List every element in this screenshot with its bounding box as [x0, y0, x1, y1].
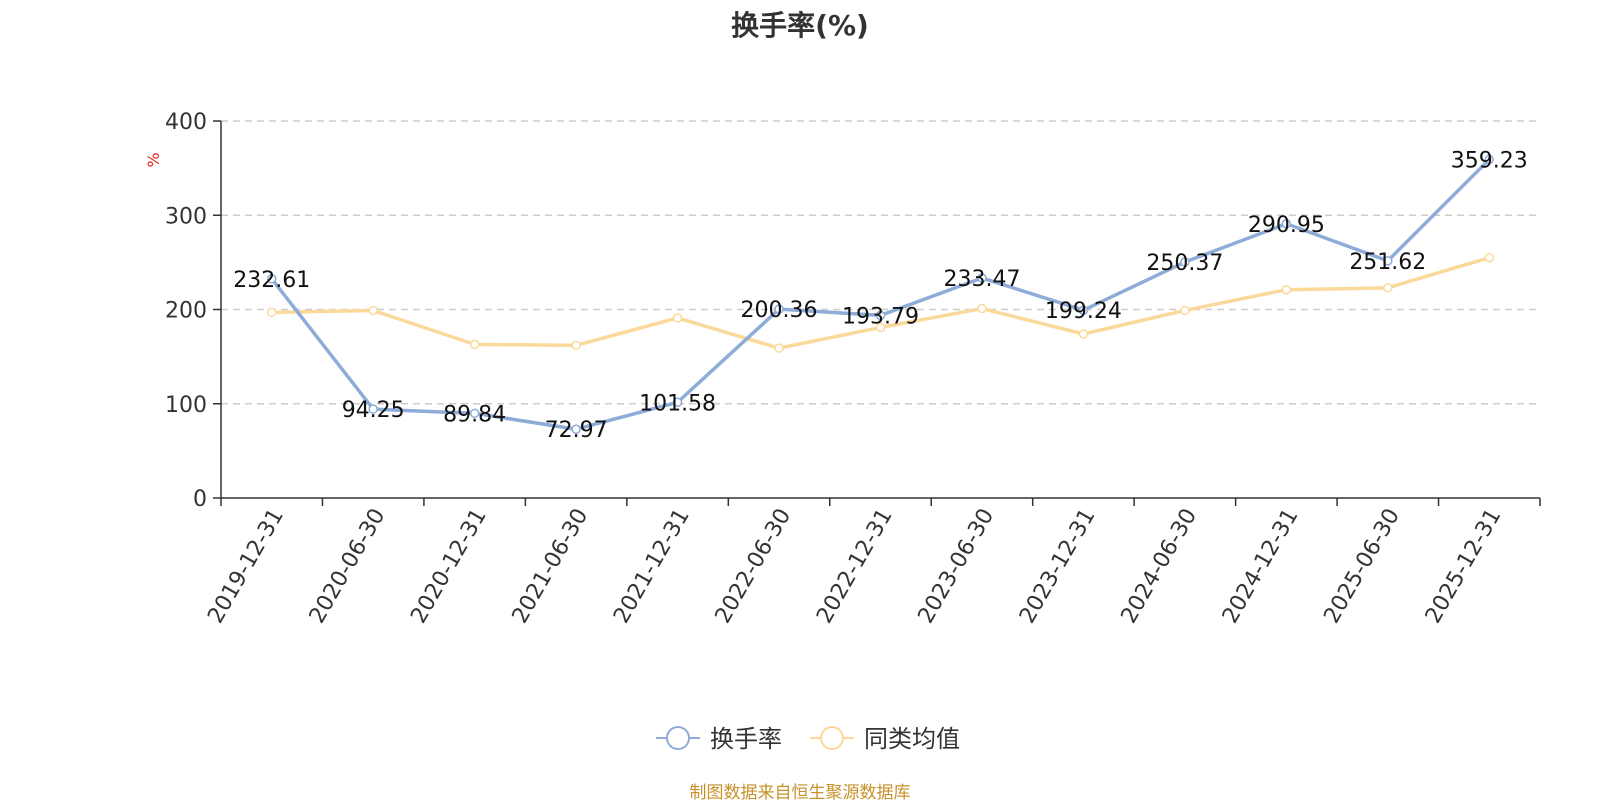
x-tick-label: 2020-06-30	[305, 505, 391, 628]
series-layer	[266, 154, 1495, 434]
y-axis-label: %	[144, 152, 163, 167]
data-point-turnover[interactable]	[1078, 305, 1089, 315]
y-tick-label: 200	[165, 299, 207, 324]
data-label: 250.37	[1146, 251, 1223, 276]
axes: 0 100 200 300 400 2019-12-31 2020-06-30 2020-12…	[165, 110, 1541, 628]
chart-title: 换手率(%)	[731, 9, 869, 42]
data-point-turnover[interactable]	[1281, 219, 1292, 229]
data-point-turnover[interactable]	[774, 304, 784, 314]
x-tick-label: 2024-12-31	[1218, 505, 1304, 628]
data-point-turnover[interactable]	[875, 310, 886, 321]
data-point-peer-average[interactable]	[1078, 329, 1089, 339]
data-label: 233.47	[943, 267, 1020, 292]
data-point-peer-average[interactable]	[266, 307, 277, 318]
data-point-peer-average[interactable]	[1484, 252, 1495, 263]
data-point-peer-average[interactable]	[977, 303, 987, 314]
y-tick-label: 0	[193, 487, 207, 512]
data-labels: 232.61 94.25 89.84 72.97 101.58 200.36 193.79 2…	[233, 148, 1528, 443]
data-label: 290.95	[1248, 213, 1325, 238]
x-tick-label: 2025-06-30	[1319, 505, 1405, 628]
data-label: 251.62	[1349, 250, 1426, 275]
source-note: 制图数据来自恒生聚源数据库	[689, 783, 911, 803]
data-point-peer-average[interactable]	[1281, 284, 1292, 295]
data-point-peer-average[interactable]	[1383, 283, 1393, 293]
x-tick-label: 2019-12-31	[203, 505, 289, 628]
x-tick-label: 2023-06-30	[914, 505, 1000, 628]
legend-item-turnover[interactable]: 换手率	[656, 725, 782, 753]
data-label: 193.79	[842, 304, 919, 329]
x-tick-label: 2020-12-31	[406, 504, 492, 627]
data-point-turnover[interactable]	[469, 408, 480, 419]
x-tick-label: 2023-12-31	[1015, 505, 1101, 628]
legend-marker-icon	[820, 726, 844, 750]
data-point-peer-average[interactable]	[672, 313, 683, 323]
data-label: 72.97	[545, 418, 608, 443]
grid-lines	[221, 120, 1540, 405]
data-point-peer-average[interactable]	[571, 340, 581, 351]
legend-label: 换手率	[710, 725, 782, 753]
data-point-peer-average[interactable]	[875, 322, 886, 333]
legend-label: 同类均值	[864, 725, 960, 753]
data-label: 232.61	[233, 268, 310, 293]
data-label: 89.84	[443, 402, 506, 427]
data-point-turnover[interactable]	[1383, 256, 1393, 266]
data-point-peer-average[interactable]	[1180, 305, 1190, 316]
x-tick-label: 2025-12-31	[1421, 505, 1507, 628]
data-label: 359.23	[1451, 148, 1528, 173]
data-point-turnover[interactable]	[571, 424, 581, 434]
data-point-peer-average[interactable]	[469, 339, 480, 350]
series-line-peer-average	[271, 255, 1490, 350]
data-label: 101.58	[639, 391, 716, 416]
x-tick-label: 2021-12-31	[609, 505, 695, 628]
y-tick-label: 100	[165, 393, 207, 418]
data-label: 199.24	[1045, 299, 1122, 324]
data-label: 94.25	[342, 398, 405, 423]
legend-item-peer-average[interactable]: 同类均值	[810, 725, 960, 753]
y-tick-label: 400	[165, 110, 207, 135]
data-point-peer-average[interactable]	[774, 343, 784, 353]
data-label: 200.36	[741, 298, 818, 323]
x-tick-label: 2021-06-30	[508, 505, 594, 628]
data-point-turnover[interactable]	[672, 397, 683, 408]
series-line-turnover	[270, 158, 1491, 431]
data-point-turnover[interactable]	[1180, 257, 1190, 267]
x-tick-label: 2024-06-30	[1117, 505, 1203, 628]
data-point-turnover[interactable]	[368, 404, 378, 414]
x-tick-label: 2022-12-31	[812, 505, 898, 628]
x-tick-label: 2022-06-30	[711, 505, 797, 628]
data-point-turnover[interactable]	[1484, 154, 1495, 165]
legend-marker-icon	[666, 726, 690, 750]
data-point-turnover[interactable]	[266, 274, 277, 284]
data-point-turnover[interactable]	[977, 273, 987, 283]
y-tick-label: 300	[165, 204, 207, 229]
data-point-peer-average[interactable]	[368, 305, 378, 316]
legend[interactable]: 换手率 同类均值	[656, 725, 960, 753]
